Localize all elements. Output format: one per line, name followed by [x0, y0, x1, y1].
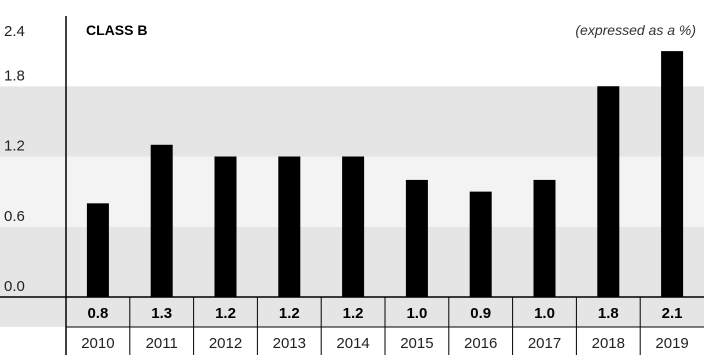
axes	[0, 16, 704, 355]
value-label: 1.2	[279, 305, 300, 322]
bar	[661, 51, 684, 297]
band	[0, 16, 704, 87]
value-label: 1.2	[343, 305, 364, 322]
bar	[214, 156, 237, 297]
value-labels-row: 0.8 1.3 1.2 1.2 1.2 1.0 0.9 1.0 1.8 2.1	[87, 305, 682, 322]
category-label: 2019	[655, 335, 688, 352]
category-label: 2017	[528, 335, 561, 352]
y-tick-label: 1.8	[4, 67, 25, 84]
category-labels-row: 2010 2011 2012 2013 2014 2015 2016 2017 2018 2019	[81, 335, 689, 352]
value-label: 0.8	[87, 305, 108, 322]
category-label: 2013	[273, 335, 306, 352]
value-label: 1.2	[215, 305, 236, 322]
y-axis-tick-labels: 0.0 0.6 1.2 1.8 2.4	[4, 23, 25, 295]
chart-subtitle: (expressed as a %)	[575, 22, 696, 38]
chart-title: CLASS B	[86, 22, 147, 38]
chart-header: CLASS B (expressed as a %)	[86, 22, 696, 38]
category-label: 2018	[592, 335, 625, 352]
bar	[597, 86, 620, 297]
bar	[150, 144, 173, 297]
y-tick-label: 0.6	[4, 208, 25, 225]
value-label: 1.3	[151, 305, 172, 322]
value-label: 2.1	[662, 305, 683, 322]
y-tick-label: 1.2	[4, 138, 25, 155]
value-label: 1.0	[406, 305, 427, 322]
category-label: 2015	[400, 335, 433, 352]
y-tick-label: 0.0	[4, 278, 25, 295]
value-label: 1.0	[534, 305, 555, 322]
category-label: 2011	[146, 335, 178, 352]
value-label: 1.8	[598, 305, 619, 322]
value-label: 0.9	[470, 305, 491, 322]
category-label: 2016	[464, 335, 497, 352]
bar	[405, 179, 428, 297]
category-label: 2010	[81, 335, 114, 352]
category-label: 2014	[336, 335, 369, 352]
bar	[278, 156, 301, 297]
category-label: 2012	[209, 335, 242, 352]
value-row-band	[0, 297, 704, 327]
bars	[86, 51, 684, 297]
y-tick-label: 2.4	[4, 23, 25, 40]
bar	[86, 203, 109, 297]
bar	[533, 179, 556, 297]
bar	[469, 191, 492, 297]
bar	[342, 156, 365, 297]
band	[0, 86, 704, 157]
